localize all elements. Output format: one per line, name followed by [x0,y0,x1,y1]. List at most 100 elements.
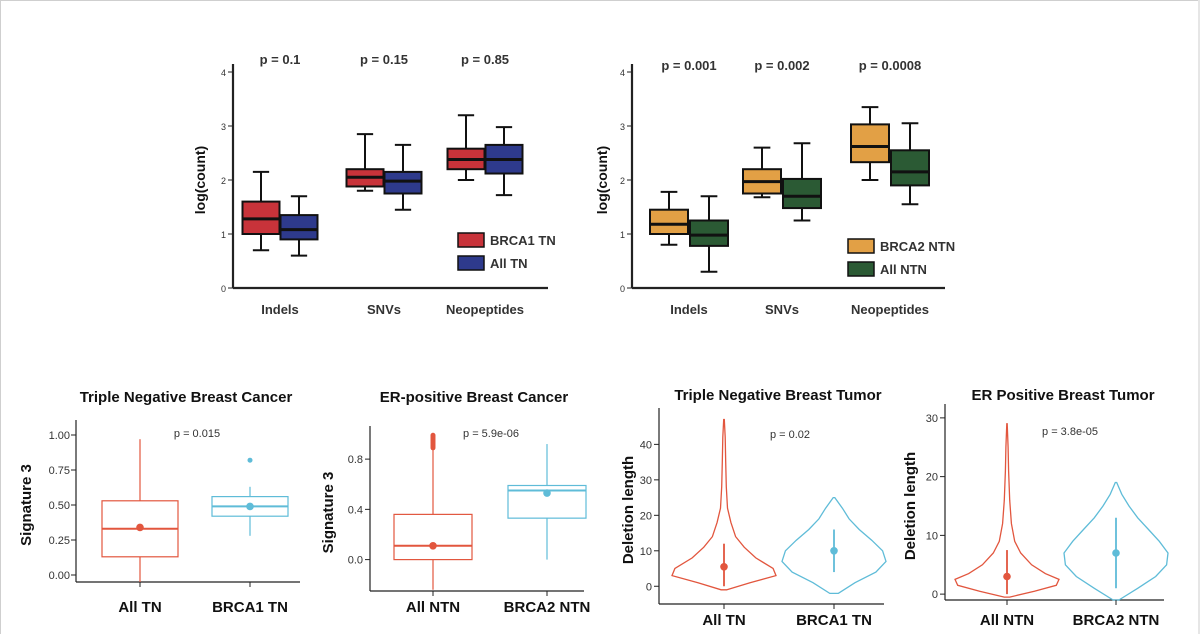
legend-entry: All TN [490,256,528,271]
x-tick-label: Indels [261,302,299,317]
x-tick-label: SNVs [765,302,799,317]
p-value-annotation: p = 5.9e-06 [463,428,519,440]
axes-top-right: 0 1 2 3 4 log(count) Indels p = 0.001 SNVs p = 0.… [594,58,955,317]
y-axis-label: log(count) [594,146,610,214]
box-all-tn [101,439,179,582]
p-value-annotation: p = 0.85 [461,52,509,67]
violin-outline [671,418,777,591]
violin-all-tn [671,418,777,591]
x-tick-label: All NTN [406,599,460,616]
y-tick-label: 1.00 [49,430,70,442]
mean-point [1112,549,1120,557]
axes-bottom-1: 0.00 0.25 0.50 0.75 1.00 Signature 3 Triple Ne… [18,389,300,616]
y-tick-label: 10 [640,546,652,558]
mean-point [543,489,551,497]
x-tick-label: BRCA1 TN [212,599,288,616]
y-tick-label: 30 [640,475,652,487]
axes-bottom-2: 0.0 0.4 0.8 Signature 3 ER-positive Breast C… [320,389,590,616]
legend: BRCA1 TN All TN [457,232,556,271]
box-all-tn-snvs [383,143,423,211]
box-brca1-tn-snvs [345,133,385,192]
legend: BRCA2 NTN All NTN [847,238,955,277]
box-all-ntn [393,449,473,590]
mean-point [1003,572,1011,581]
y-tick-label: 0 [932,589,938,601]
box-body [649,208,689,235]
top-border-line [0,0,1200,1]
y-tick-label: 2 [221,176,226,186]
mean-point [720,562,728,571]
left-border-line [0,0,1,634]
violin-brca1-tn [781,496,887,595]
box-body [393,513,473,561]
p-value-annotation: p = 3.8e-05 [1042,426,1098,438]
legend-swatch [847,261,875,277]
mean-point [246,502,254,511]
violin-outline [954,423,1060,598]
y-tick-label: 3 [620,122,625,132]
legend-entry: All NTN [880,262,927,277]
x-tick-label: Indels [670,302,708,317]
x-tick-label: BRCA2 NTN [1073,612,1160,629]
y-tick-label: 0.75 [49,465,70,477]
legend-swatch [847,238,875,254]
y-tick-label: 4 [221,68,226,78]
y-tick-label: 0.25 [49,535,70,547]
chart-title: Triple Negative Breast Cancer [80,389,293,406]
y-tick-label: 1 [620,230,625,240]
outlier-point [430,432,436,438]
box-brca2-ntn-snvs [742,146,782,199]
box-all-ntn-neopeptides [890,122,930,206]
legend-entry: BRCA2 NTN [880,239,955,254]
box-body [850,123,890,164]
y-axis-label: Deletion length [620,456,637,564]
y-tick-label: 0.0 [348,555,363,567]
chart-title: ER-positive Breast Cancer [380,389,569,406]
x-tick-label: All TN [702,612,745,629]
legend-entry: BRCA1 TN [490,233,556,248]
y-tick-label: 0.8 [348,454,363,466]
box-body [383,170,423,195]
box-body [507,484,587,519]
p-value-annotation: p = 0.002 [754,58,809,73]
p-value-annotation: p = 0.15 [360,52,408,67]
box-body [782,177,822,210]
box-body [890,149,930,187]
axes-top-left: 0 1 2 3 4 log(count) Indels p = 0.1 SNVs p = 0.15… [192,52,556,317]
p-value-annotation: p = 0.02 [770,429,810,441]
box-brca2-ntn [507,444,587,560]
y-tick-label: 0 [221,284,226,294]
y-tick-label: 0.4 [348,504,363,516]
x-tick-label: All NTN [980,612,1034,629]
box-brca2-ntn-indels [649,190,689,246]
y-axis-label: Deletion length [902,452,919,560]
mean-point [429,541,437,550]
box-all-ntn-indels [689,195,729,273]
p-value-annotation: p = 0.0008 [859,58,922,73]
y-tick-label: 20 [640,510,652,522]
box-body [689,219,729,247]
box-brca2-ntn-neopeptides [850,106,890,181]
y-tick-label: 1 [221,230,226,240]
violin-all-ntn [954,423,1060,598]
box-brca1-tn-indels [241,170,281,252]
x-tick-label: BRCA2 NTN [504,599,591,616]
p-value-annotation: p = 0.015 [174,428,220,440]
right-border-line [1198,0,1200,634]
y-axis-label: Signature 3 [18,464,35,546]
x-tick-label: Neopeptides [851,302,929,317]
y-tick-label: 0 [646,581,652,593]
box-brca1-tn-neopeptides [446,114,486,181]
box-brca1-tn [211,486,289,536]
violin-brca2-ntn [1063,481,1169,601]
y-axis-label: log(count) [192,146,208,214]
p-value-annotation: p = 0.1 [260,52,301,67]
y-tick-label: 20 [926,472,938,484]
y-tick-label: 4 [620,68,625,78]
y-tick-label: 3 [221,122,226,132]
box-all-tn-indels [279,195,319,257]
outlier-point [247,457,253,463]
box-all-ntn-snvs [782,142,822,222]
